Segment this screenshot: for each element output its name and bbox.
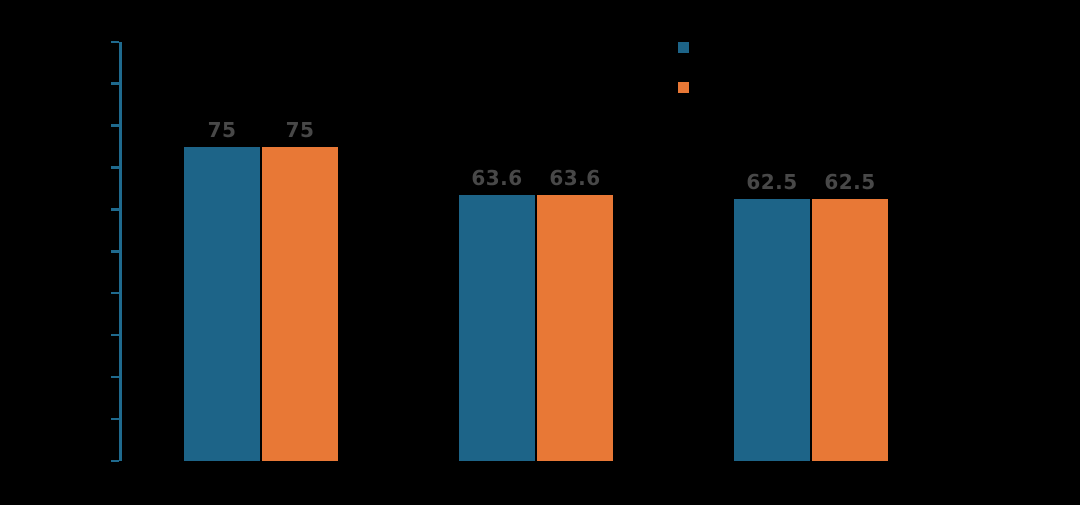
- y-axis-tick: [111, 291, 119, 295]
- y-axis-tick: [111, 166, 119, 169]
- bar-series1-group3: [734, 199, 810, 461]
- plot-area: 75 75 63.6 63.6 62.5 62.5: [111, 40, 1063, 462]
- bar-value-label: 62.5: [746, 170, 798, 195]
- y-axis-tick: [111, 333, 119, 337]
- bar-series2-group2: [537, 194, 613, 461]
- bar-value-label: 62.5: [824, 170, 876, 195]
- bar-value-label: 63.6: [549, 165, 601, 190]
- bar-series1-group1: [184, 146, 260, 461]
- y-axis-tick: [111, 375, 119, 379]
- bar-value-label: 75: [285, 117, 315, 142]
- bar-value-label: 75: [207, 117, 237, 142]
- y-axis-tick: [111, 208, 119, 211]
- y-axis-tick: [111, 459, 119, 462]
- legend-swatch-series1: [678, 42, 689, 53]
- bar-series2-group1: [262, 146, 338, 461]
- legend-swatch-series2: [678, 82, 689, 93]
- y-axis-tick: [111, 417, 119, 421]
- y-axis-tick: [111, 250, 119, 253]
- bar-value-label: 63.6: [471, 165, 523, 190]
- y-axis-tick: [111, 124, 119, 127]
- y-axis-tick: [111, 40, 119, 43]
- bar-series1-group2: [459, 194, 535, 461]
- y-axis-tick: [111, 82, 119, 85]
- bar-series2-group3: [812, 199, 888, 461]
